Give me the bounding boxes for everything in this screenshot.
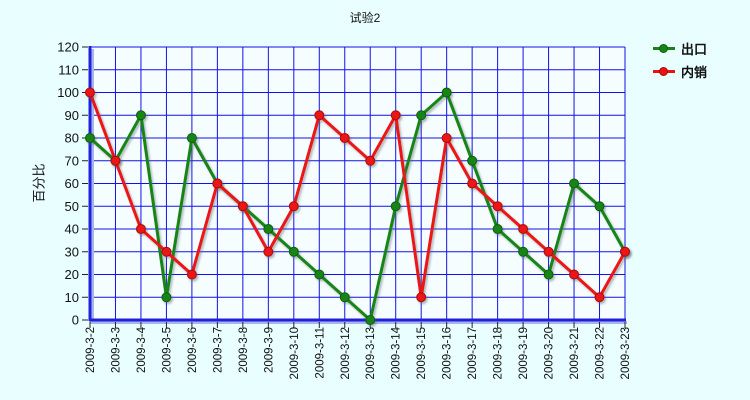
series-export-point (339, 292, 350, 303)
series-domestic-point (467, 178, 478, 189)
y-tick-label: 50 (65, 199, 79, 214)
series-domestic-point (161, 246, 172, 257)
series-export-point (390, 201, 401, 212)
series-domestic-point (365, 155, 376, 166)
x-tick-label: 2009-3-22 (595, 327, 607, 379)
series-export-point (441, 87, 452, 98)
y-tick-label: 90 (65, 108, 79, 123)
series-export-point (314, 269, 325, 280)
series-export-point (416, 110, 427, 121)
series-domestic-point (314, 110, 325, 121)
x-tick-label: 2009-3-5 (161, 327, 173, 373)
series-domestic-point (212, 178, 223, 189)
series-domestic-point (135, 224, 146, 234)
legend-marker-export-dot (659, 44, 668, 53)
x-tick-label: 2009-3-14 (391, 326, 403, 379)
y-tick-label: 100 (57, 85, 79, 100)
x-tick-label: 2009-3-6 (187, 327, 199, 373)
series-export-point (518, 246, 529, 257)
series-domestic-point (237, 201, 248, 212)
x-tick-label: 2009-3-3 (110, 327, 122, 373)
series-export-point (594, 201, 605, 212)
y-tick-label: 120 (57, 40, 79, 55)
x-tick-label: 2009-3-23 (620, 327, 632, 379)
y-tick-label: 110 (58, 62, 79, 77)
legend-item-domestic: 内销 (653, 62, 707, 81)
x-tick-label: 2009-3-10 (289, 327, 301, 379)
x-tick-label: 2009-3-21 (569, 327, 581, 379)
x-tick-label: 2009-3-9 (263, 327, 275, 373)
series-export-point (492, 224, 503, 234)
legend-label-domestic: 内销 (681, 65, 708, 80)
y-tick-label: 20 (65, 267, 79, 282)
x-tick-label: 2009-3-20 (544, 327, 556, 379)
series-export-point (85, 133, 95, 143)
series-domestic-point (186, 269, 197, 280)
series-domestic-point (620, 246, 630, 257)
series-domestic-point (339, 133, 350, 143)
series-export-point (288, 246, 299, 257)
y-tick-label: 0 (72, 313, 79, 328)
series-domestic-point (390, 110, 401, 121)
series-export-point (543, 269, 554, 280)
series-domestic-point (85, 87, 95, 98)
series-domestic-point (288, 201, 299, 212)
y-tick-label: 80 (65, 131, 79, 146)
series-export-line (88, 91, 627, 322)
series-domestic-point (518, 224, 529, 234)
y-tick-label: 40 (65, 222, 79, 237)
series-domestic-point (569, 269, 580, 280)
series-domestic-point (263, 246, 274, 257)
series-export-point (161, 292, 172, 303)
legend: 出口 内销 (653, 39, 707, 81)
y-tick-label: 10 (65, 290, 79, 305)
series-domestic (85, 87, 630, 303)
y-tick-label: 70 (65, 153, 79, 168)
y-axis-title: 百分比 (31, 163, 47, 203)
legend-marker-domestic-dot (659, 67, 668, 76)
y-tick-label: 30 (65, 244, 79, 259)
legend-marker-domestic-line (653, 67, 675, 76)
x-tick-label: 2009-3-18 (493, 327, 505, 379)
legend-item-export: 出口 (653, 39, 707, 58)
series-domestic-point (441, 133, 452, 143)
x-tick-label: 2009-3-8 (238, 327, 250, 373)
x-tick-label: 2009-3-15 (416, 327, 428, 379)
series-domestic-point (594, 292, 605, 303)
x-tick-label: 2009-3-17 (467, 327, 479, 379)
x-tick-label: 2009-3-19 (518, 327, 530, 379)
series-domestic-point (110, 155, 121, 166)
series-export-point (569, 178, 580, 189)
series-export-point (186, 133, 197, 143)
series-export-point (135, 110, 146, 121)
x-tick-label: 2009-3-2 (85, 327, 97, 373)
legend-label-export: 出口 (681, 42, 708, 57)
x-tick-label: 2009-3-16 (442, 327, 454, 379)
y-tick-label: 60 (65, 176, 79, 191)
series-export-point (263, 224, 274, 234)
x-tick-label: 2009-3-11 (314, 327, 326, 379)
series-domestic-point (492, 201, 503, 212)
x-tick-label: 2009-3-7 (212, 327, 224, 373)
legend-marker-export-line (653, 44, 675, 53)
series-domestic-point (416, 292, 427, 303)
chart-title: 试验2 (349, 11, 381, 25)
x-tick-label: 2009-3-13 (365, 327, 377, 379)
series-domestic-line (88, 91, 627, 299)
x-tick-label: 2009-3-4 (136, 326, 148, 373)
x-tick-label: 2009-3-12 (340, 327, 352, 379)
series-domestic-point (543, 246, 554, 257)
series-export-point (467, 155, 478, 166)
series-export-point (365, 315, 376, 325)
